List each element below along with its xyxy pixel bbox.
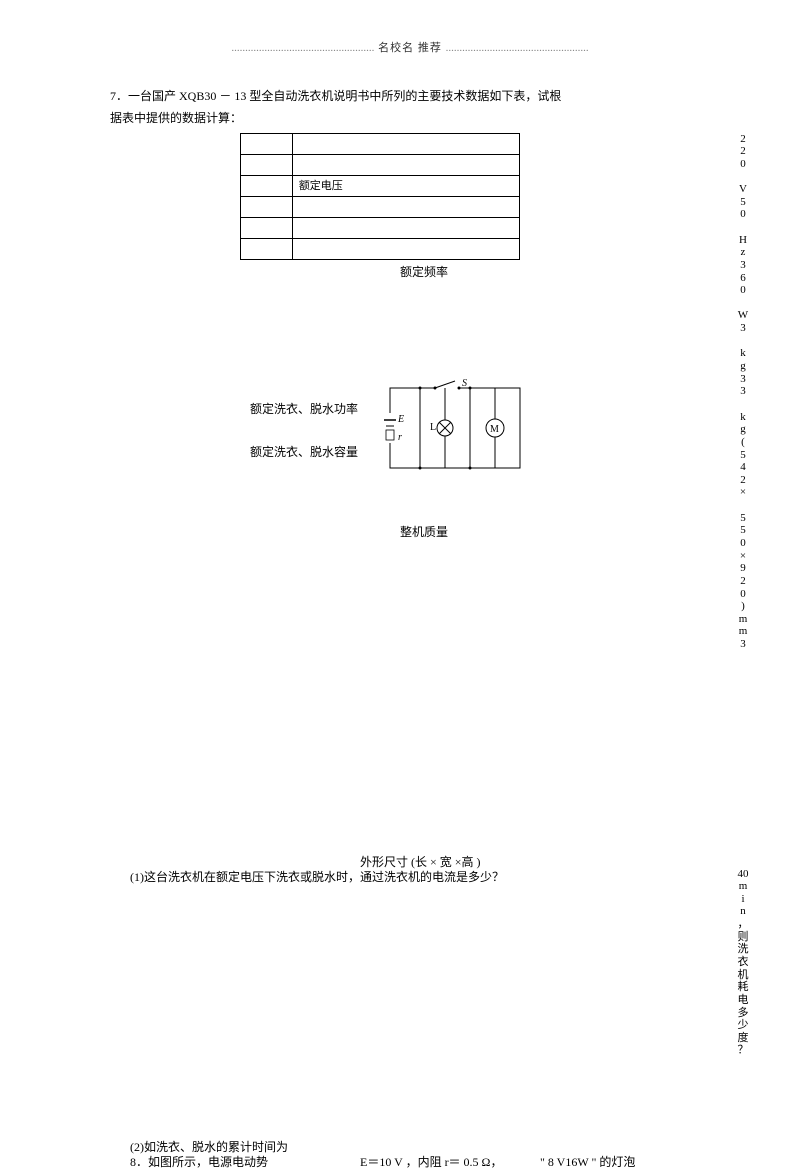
problem8-c: " 8 V16W " 的灯泡 bbox=[540, 1153, 635, 1171]
right-col-char: 3 bbox=[736, 259, 750, 272]
right-col-char: 3 bbox=[736, 322, 750, 335]
problem8-a: 8．如图所示，电源电动势 bbox=[130, 1153, 268, 1171]
right-col-char: 0 bbox=[736, 537, 750, 550]
spec-table: 额定电压 bbox=[240, 133, 520, 261]
right-col-char: V bbox=[736, 183, 750, 196]
right-value-column-2: 40min，则洗衣机耗电多少度？ bbox=[736, 868, 750, 1058]
svg-text:r: r bbox=[398, 432, 402, 443]
right-col-char: 4 bbox=[736, 461, 750, 474]
right-col-char: 则 bbox=[736, 931, 750, 944]
right-col-char: 2 bbox=[736, 145, 750, 158]
right-col-char: 40 bbox=[736, 868, 750, 881]
svg-text:L: L bbox=[430, 422, 436, 433]
right-col-char: g bbox=[736, 423, 750, 436]
right-col-char bbox=[736, 398, 750, 411]
right-col-char: m bbox=[736, 613, 750, 626]
right-col-char: 电 bbox=[736, 994, 750, 1007]
right-col-char: ？ bbox=[736, 1044, 750, 1057]
right-col-char: 少 bbox=[736, 1019, 750, 1032]
problem7-intro-line2: 据表中提供的数据计算： bbox=[110, 109, 710, 127]
right-col-char: 3 bbox=[736, 638, 750, 651]
right-col-char: m bbox=[736, 880, 750, 893]
right-col-char: 5 bbox=[736, 524, 750, 537]
right-col-char: 5 bbox=[736, 196, 750, 209]
svg-text:M: M bbox=[490, 424, 499, 435]
right-col-char bbox=[736, 170, 750, 183]
right-col-char: 2 bbox=[736, 575, 750, 588]
right-col-char: 多 bbox=[736, 1007, 750, 1020]
right-col-char bbox=[736, 499, 750, 512]
right-col-char: g bbox=[736, 360, 750, 373]
right-value-column: 220 V50 Hz360 W3 kg33 kg(542× 550×920)mm… bbox=[736, 133, 750, 651]
svg-text:E: E bbox=[397, 414, 404, 425]
right-col-char: 0 bbox=[736, 158, 750, 171]
right-col-char: 5 bbox=[736, 449, 750, 462]
header-title: 名校名 推荐 bbox=[378, 42, 442, 54]
right-col-char: i bbox=[736, 893, 750, 906]
right-col-char: 9 bbox=[736, 562, 750, 575]
right-col-char: 2 bbox=[736, 133, 750, 146]
label-capacity: 额定洗衣、脱水容量 bbox=[250, 443, 358, 461]
right-col-char: 5 bbox=[736, 512, 750, 525]
right-col-char: 0 bbox=[736, 588, 750, 601]
right-col-char: × bbox=[736, 550, 750, 563]
page-header: ........................................… bbox=[110, 40, 710, 57]
right-col-char: ) bbox=[736, 600, 750, 613]
right-col-char: 洗 bbox=[736, 943, 750, 956]
right-col-char bbox=[736, 335, 750, 348]
right-col-char: 0 bbox=[736, 284, 750, 297]
right-col-char: 6 bbox=[736, 272, 750, 285]
header-dots-right: ........................................… bbox=[446, 42, 589, 54]
question-1: (1)这台洗衣机在额定电压下洗衣或脱水时，通过洗衣机的电流是多少？ bbox=[130, 868, 504, 886]
right-col-char: n bbox=[736, 905, 750, 918]
label-frequency: 额定频率 bbox=[400, 263, 448, 281]
right-col-char: 2 bbox=[736, 474, 750, 487]
right-col-char: 0 bbox=[736, 208, 750, 221]
right-col-char bbox=[736, 221, 750, 234]
problem7-intro-line1: 7．一台国产 XQB30 － 13 型全自动洗衣机说明书中所列的主要技术数据如下… bbox=[110, 87, 710, 105]
content-area: 额定电压 额定频率 额定洗衣、脱水功率 额定洗衣、脱水容量 整机质量 外形尺寸 … bbox=[110, 133, 710, 1033]
right-col-char: z bbox=[736, 246, 750, 259]
right-col-char bbox=[736, 297, 750, 310]
right-col-char: 度 bbox=[736, 1032, 750, 1045]
right-col-char: 3 bbox=[736, 385, 750, 398]
right-col-char: 机 bbox=[736, 969, 750, 982]
label-mass: 整机质量 bbox=[400, 523, 448, 541]
header-dots-left: ........................................… bbox=[231, 42, 374, 54]
cell-voltage-label: 额定电压 bbox=[292, 175, 519, 197]
right-col-char: ( bbox=[736, 436, 750, 449]
circuit-diagram: S E r L M bbox=[380, 378, 530, 478]
right-col-char: m bbox=[736, 625, 750, 638]
right-col-char: 衣 bbox=[736, 956, 750, 969]
right-col-char: ， bbox=[736, 918, 750, 931]
right-col-char: W bbox=[736, 309, 750, 322]
right-col-char: H bbox=[736, 234, 750, 247]
problem8-b: E＝10 V ，内阻 r＝ 0.5 Ω， bbox=[360, 1153, 502, 1171]
right-col-char: 耗 bbox=[736, 981, 750, 994]
label-power: 额定洗衣、脱水功率 bbox=[250, 400, 358, 418]
right-col-char: k bbox=[736, 347, 750, 360]
right-col-char: × bbox=[736, 486, 750, 499]
svg-text:S: S bbox=[462, 378, 467, 389]
right-col-char: 3 bbox=[736, 373, 750, 386]
right-col-char: k bbox=[736, 411, 750, 424]
